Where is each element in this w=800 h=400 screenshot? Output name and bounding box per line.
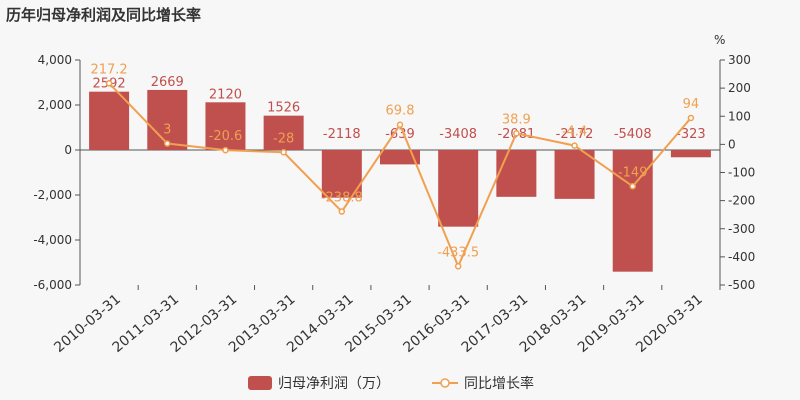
growth-value-label: -28	[273, 131, 294, 146]
y-right-tick-label: 200	[728, 81, 751, 95]
y-right-tick-label: -100	[728, 166, 755, 180]
y-left-tick-label: 2,000	[38, 98, 72, 112]
bar	[321, 150, 362, 198]
y-left-tick-label: -2,000	[33, 188, 72, 202]
growth-point	[687, 114, 695, 122]
legend-bar-label: 归母净利润（万）	[278, 375, 390, 392]
y-right-tick-label: -300	[728, 222, 755, 236]
growth-point	[105, 80, 113, 87]
bar-value-label: -3408	[439, 127, 477, 142]
growth-value-label: -20.6	[209, 129, 243, 144]
growth-value-label: 38.9	[502, 112, 531, 127]
bar-value-label: -2172	[556, 127, 594, 142]
growth-value-label: 217.2	[90, 62, 127, 77]
bar	[89, 91, 130, 150]
legend-bar-swatch	[248, 376, 272, 390]
bar-value-label: -2118	[323, 127, 361, 142]
growth-point	[571, 142, 578, 149]
bar-value-label: -5408	[614, 127, 652, 142]
y-left-tick-label: 4,000	[38, 53, 72, 67]
y-right-tick-label: -400	[728, 250, 755, 264]
y-right-tick-label: -200	[728, 194, 755, 208]
bar	[496, 150, 537, 197]
growth-point	[629, 183, 636, 190]
growth-value-label: 3	[163, 123, 171, 138]
bar-value-label: -639	[385, 127, 415, 142]
bar-value-label: 2120	[209, 87, 242, 102]
growth-point	[454, 263, 462, 270]
bar	[147, 89, 188, 150]
y-left-tick-label: -6,000	[33, 278, 72, 292]
growth-point	[513, 130, 520, 137]
chart-title: 历年归母净利润及同比增长率	[6, 6, 202, 24]
legend-line-marker	[440, 378, 450, 388]
bar	[554, 150, 595, 199]
bar	[205, 102, 246, 150]
growth-value-label: -149	[618, 165, 648, 180]
y-left-tick-label: 0	[64, 143, 72, 157]
growth-point	[222, 146, 229, 154]
growth-value-label: 69.8	[386, 104, 415, 119]
growth-point	[396, 121, 404, 128]
bar-value-label: -323	[676, 127, 706, 142]
bar-value-label: 1526	[267, 101, 300, 116]
growth-value-label: -4.4	[562, 125, 587, 140]
y-left-tick-label: -4,000	[33, 233, 72, 247]
y-right-tick-label: 300	[728, 53, 751, 67]
bar	[380, 150, 420, 165]
legend-line-label: 同比增长率	[464, 375, 534, 392]
growth-point	[280, 149, 287, 156]
growth-value-label: -433.5	[437, 245, 479, 260]
growth-value-label: 94	[683, 97, 700, 112]
bar	[263, 115, 304, 150]
growth-point	[338, 208, 346, 215]
growth-value-label: -238.8	[321, 191, 363, 206]
y-right-tick-label: 0	[728, 137, 736, 151]
bar-value-label: 2669	[151, 75, 184, 90]
y-right-tick-label: 100	[728, 109, 751, 123]
growth-point	[164, 140, 171, 147]
bar	[670, 150, 711, 158]
y-right-unit: %	[714, 33, 725, 47]
bar	[438, 150, 479, 227]
y-right-tick-label: -500	[728, 278, 755, 292]
